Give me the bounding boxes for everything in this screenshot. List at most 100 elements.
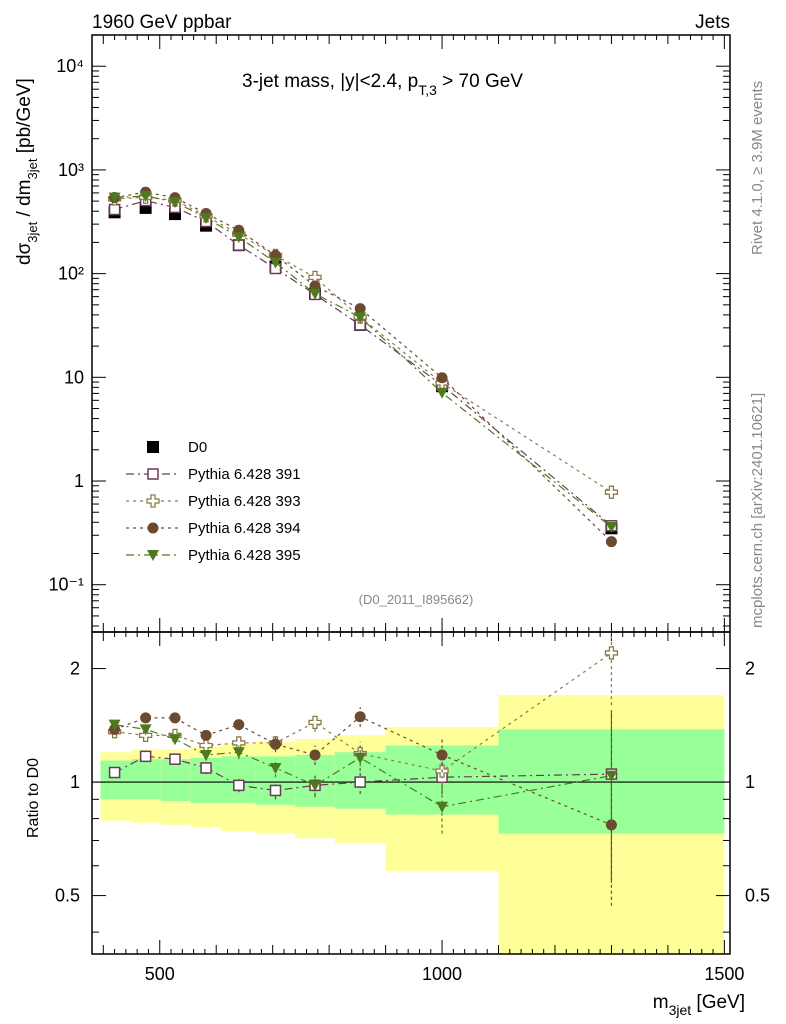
ratio-point-0-2 — [169, 753, 181, 765]
ratio-point-3-9 — [605, 770, 618, 782]
x-tick-label-0: 500 — [145, 964, 175, 984]
main-series-group — [107, 186, 619, 548]
legend-marker-0 — [147, 441, 159, 453]
header-right: Jets — [695, 12, 730, 33]
ratio-point-3-6 — [309, 780, 322, 792]
x-axis-label-units: [GeV] — [691, 992, 745, 1013]
main-point-4-2 — [168, 197, 181, 209]
main-point-4-3 — [200, 212, 213, 224]
y-tick-label-main-4: 10³ — [58, 160, 84, 180]
ratio-point-2-4 — [233, 719, 245, 731]
main-point-1-0 — [108, 203, 121, 216]
legend-marker-3 — [147, 522, 159, 534]
main-point-4-5 — [269, 257, 282, 269]
main-y-axis-label-sub2: 3jet — [25, 158, 40, 179]
mcplots-label: mcplots.cern.ch [arXiv:2401.10621] — [749, 393, 766, 628]
rivet-label: Rivet 4.1.0, ≥ 3.9M events — [749, 81, 766, 255]
ratio-point-3-1 — [139, 724, 152, 736]
main-point-3-7 — [354, 303, 366, 315]
legend-label-1: Pythia 6.428 391 — [188, 466, 301, 483]
ratio-point-3-4 — [232, 747, 245, 759]
legend-label-4: Pythia 6.428 395 — [188, 547, 301, 564]
legend-label-3: Pythia 6.428 394 — [188, 520, 301, 537]
ratio-point-0-4 — [233, 779, 245, 792]
main-panel-frame — [91, 34, 731, 633]
x-axis-label-subscript: 3jet — [669, 1002, 692, 1018]
main-point-4-9 — [605, 522, 618, 534]
header-left: 1960 GeV ppbar — [92, 12, 232, 33]
ratio-point-2-9 — [605, 819, 617, 831]
ratio-line-0 — [114, 755, 612, 792]
x-tick-label-2: 1500 — [704, 964, 744, 984]
y-tick-label-main-1: 1 — [74, 471, 84, 491]
main-point-3-9 — [605, 536, 617, 548]
ratio-point-1-1 — [138, 728, 153, 743]
ratio-point-3-0 — [108, 719, 121, 731]
ratio-point-2-6 — [309, 749, 321, 761]
plot-title-subscript: T,3 — [418, 82, 437, 98]
ratio-point-0-7 — [354, 776, 366, 788]
ratio-point-2-8 — [436, 749, 448, 761]
ratio-point-3-3 — [200, 749, 213, 761]
main-y-axis-label: dσ3jet / dm3jet [pb/GeV] — [14, 78, 40, 265]
ratio-point-3-7 — [354, 752, 367, 764]
green-band-1 — [131, 759, 161, 800]
x-axis-label: m3jet [GeV] — [653, 992, 745, 1018]
main-line-2 — [114, 196, 612, 493]
main-point-4-1 — [139, 191, 152, 203]
ratio-point-2-3 — [200, 729, 212, 741]
ratio-point-1-6 — [308, 715, 322, 729]
ratio-point-2-7 — [354, 711, 366, 723]
y-tick-label-main-3: 10² — [58, 264, 84, 284]
ratio-point-3-8 — [436, 801, 449, 813]
y-tick-label-ratio-right-2: 2 — [745, 659, 755, 679]
ratio-point-1-9 — [604, 646, 619, 660]
plot-title: 3-jet mass, |y|<2.4, pT,3 > 70 GeV — [242, 71, 523, 98]
main-y-axis-label-sub1: 3jet — [25, 221, 40, 242]
plot-title-tail: > 70 GeV — [437, 71, 523, 92]
green-band-2 — [160, 759, 191, 802]
y-tick-label-ratio-right-1: 1 — [745, 772, 755, 792]
legend-marker-2 — [146, 494, 160, 508]
y-tick-label-ratio-2: 2 — [70, 659, 80, 679]
ratio-point-2-1 — [140, 712, 152, 724]
main-point-4-0 — [108, 192, 121, 204]
legend-marker-4 — [147, 550, 159, 561]
legend-marker-1 — [147, 468, 159, 480]
main-point-4-4 — [232, 232, 245, 244]
y-tick-label-main-0: 10⁻¹ — [48, 575, 84, 595]
main-point-4-8 — [436, 387, 449, 399]
ratio-line-3 — [114, 724, 612, 808]
ratio-point-0-1 — [139, 750, 152, 763]
ratio-point-0-5 — [269, 784, 282, 797]
y-tick-label-ratio-0: 0.5 — [55, 886, 80, 906]
ratio-point-0-0 — [108, 766, 121, 779]
legend-label-2: Pythia 6.428 393 — [188, 493, 301, 510]
ratio-y-axis-label: Ratio to D0 — [25, 758, 42, 838]
main-point-3-8 — [436, 372, 448, 384]
main-y-axis-label-units: [pb/GeV] — [14, 78, 35, 158]
ratio-point-2-2 — [169, 712, 181, 724]
y-tick-label-ratio-right-0: 0.5 — [745, 886, 770, 906]
y-tick-label-main-5: 10⁴ — [56, 56, 84, 76]
ratio-panel-frame — [91, 631, 731, 955]
legend-label-0: D0 — [188, 439, 207, 456]
main-point-2-9 — [604, 485, 619, 499]
main-y-axis-label-mid: / dm — [14, 180, 35, 222]
ratio-point-2-5 — [269, 738, 281, 750]
ratio-point-0-3 — [200, 762, 212, 774]
ratio-point-3-5 — [269, 762, 282, 774]
main-point-4-6 — [309, 288, 322, 300]
main-line-3 — [114, 191, 612, 543]
axis-ticks: 500 1000 1500 10⁻¹ 1 10 10² 10³ 10⁴ 0.5 0.5 1 1 2 2 — [48, 34, 770, 984]
main-line-4 — [114, 195, 612, 528]
y-tick-label-ratio-1: 1 — [70, 772, 80, 792]
ratio-point-3-2 — [168, 734, 181, 746]
reference-tag: (D0_2011_I895662) — [359, 592, 474, 607]
ratio-uncertainty-bands — [100, 695, 725, 954]
legend: D0 Pythia 6.428 391 Pythia 6.428 393 Pythia… — [126, 439, 301, 564]
ratio-series-group — [107, 632, 619, 906]
y-tick-label-main-2: 10 — [64, 367, 84, 387]
main-point-4-7 — [354, 312, 367, 324]
